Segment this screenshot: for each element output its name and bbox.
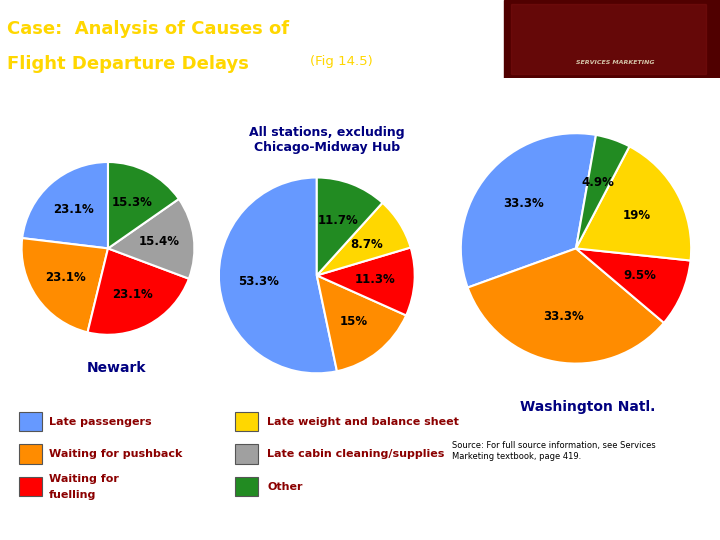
Text: Flight Departure Delays: Flight Departure Delays <box>7 55 249 73</box>
Wedge shape <box>22 238 108 332</box>
Text: 15.3%: 15.3% <box>112 196 153 209</box>
Wedge shape <box>88 248 189 335</box>
Text: 11.7%: 11.7% <box>318 214 359 227</box>
Text: Washington Natl.: Washington Natl. <box>520 400 655 414</box>
Wedge shape <box>576 135 629 248</box>
Wedge shape <box>317 202 410 275</box>
Text: Late passengers: Late passengers <box>49 417 152 427</box>
Wedge shape <box>576 248 690 323</box>
Text: 15.4%: 15.4% <box>139 235 180 248</box>
Text: 9.5%: 9.5% <box>623 269 656 282</box>
Wedge shape <box>317 247 415 315</box>
Text: Waiting for: Waiting for <box>49 474 119 484</box>
Bar <box>235 477 258 496</box>
Text: 23.1%: 23.1% <box>112 288 153 301</box>
Text: Late weight and balance sheet: Late weight and balance sheet <box>267 417 459 427</box>
Text: 33.3%: 33.3% <box>544 310 584 323</box>
Text: All stations, excluding
Chicago-Midway Hub: All stations, excluding Chicago-Midway H… <box>249 126 405 154</box>
Text: SERVICES MARKETING: SERVICES MARKETING <box>576 60 655 65</box>
Text: 33.3%: 33.3% <box>503 198 544 211</box>
Wedge shape <box>317 178 382 275</box>
Bar <box>19 444 42 464</box>
Wedge shape <box>108 162 179 248</box>
Wedge shape <box>468 248 664 363</box>
Text: (Fig 14.5): (Fig 14.5) <box>310 55 372 68</box>
Wedge shape <box>219 178 337 373</box>
Text: Late cabin cleaning/supplies: Late cabin cleaning/supplies <box>267 449 444 459</box>
Text: 15%: 15% <box>340 315 368 328</box>
Bar <box>235 444 258 464</box>
Text: Newark: Newark <box>87 361 146 375</box>
Wedge shape <box>576 146 691 260</box>
Text: 11.3%: 11.3% <box>355 273 396 286</box>
Wedge shape <box>317 275 406 371</box>
Text: Source: For full source information, see Services
Marketing textbook, page 419.: Source: For full source information, see… <box>452 441 656 461</box>
Text: 8.7%: 8.7% <box>350 238 383 251</box>
Wedge shape <box>461 133 596 288</box>
Bar <box>235 412 258 431</box>
Wedge shape <box>22 162 108 248</box>
Bar <box>504 0 720 78</box>
Text: Case:  Analysis of Causes of: Case: Analysis of Causes of <box>7 19 289 38</box>
Text: 23.1%: 23.1% <box>45 272 86 285</box>
Text: Copyright © 2008 Pearson Education Canada: Copyright © 2008 Pearson Education Canad… <box>7 521 199 530</box>
Text: Chapter 14- 17: Chapter 14- 17 <box>649 521 713 530</box>
Text: Waiting for pushback: Waiting for pushback <box>49 449 182 459</box>
Bar <box>511 4 706 75</box>
Text: 53.3%: 53.3% <box>238 275 279 288</box>
Text: fuelling: fuelling <box>49 490 96 500</box>
Bar <box>19 477 42 496</box>
Bar <box>19 412 42 431</box>
Text: 19%: 19% <box>623 210 651 222</box>
Text: 23.1%: 23.1% <box>53 203 94 216</box>
Text: Services Marketing, Canadian Edition: Services Marketing, Canadian Edition <box>282 521 438 530</box>
Text: 4.9%: 4.9% <box>582 177 615 190</box>
Wedge shape <box>108 199 194 279</box>
Text: Other: Other <box>267 482 302 491</box>
